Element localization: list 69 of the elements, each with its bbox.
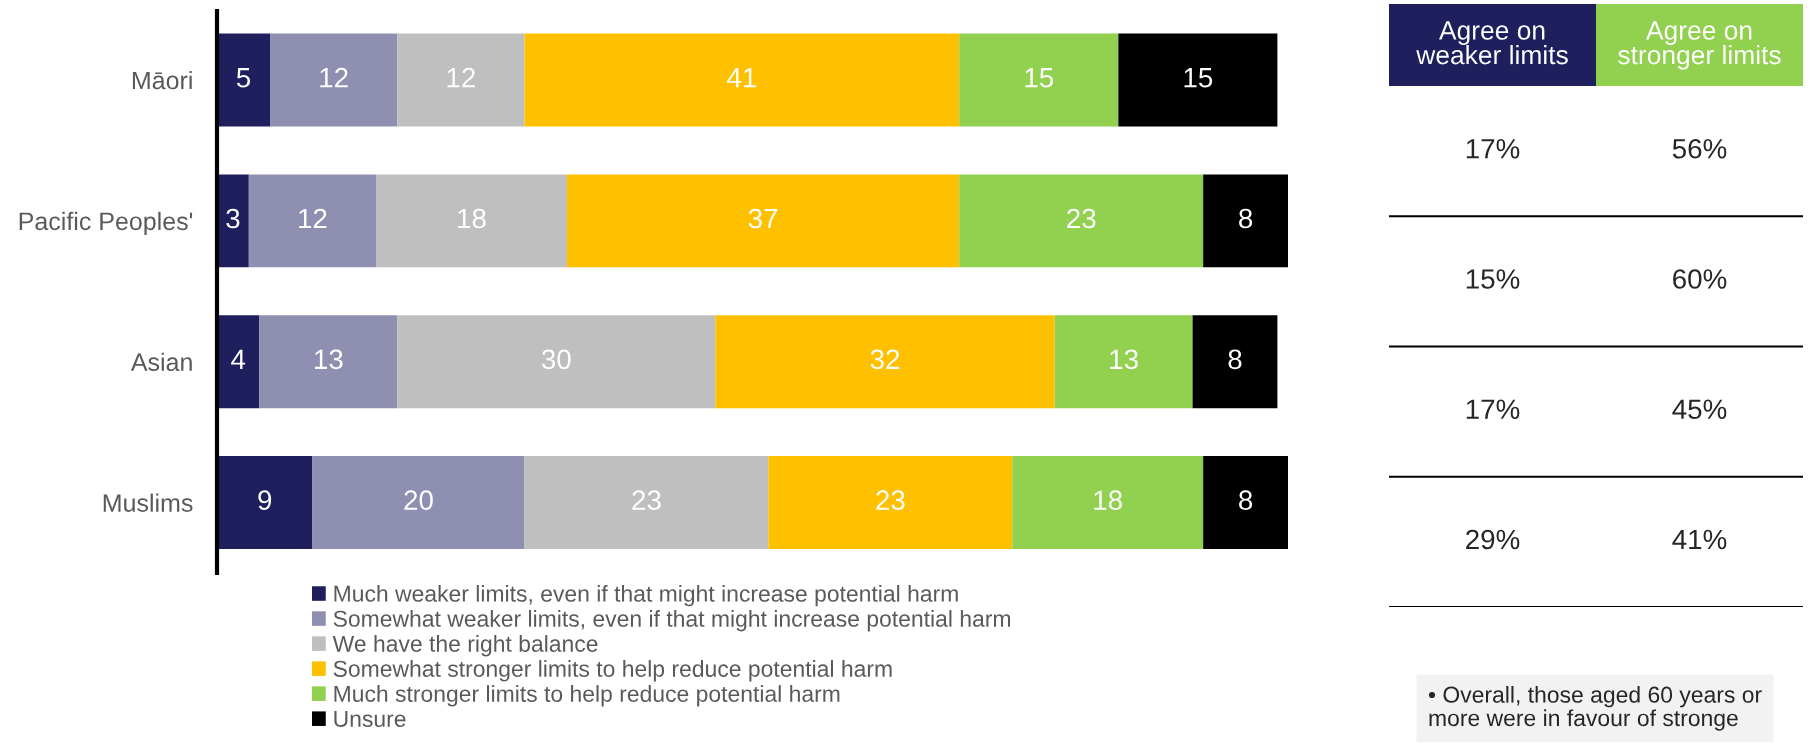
bar <box>715 315 1055 409</box>
bar <box>312 456 525 550</box>
bar <box>217 456 313 550</box>
bar <box>566 174 960 268</box>
legend-label: Somewhat weaker limits, even if that might increase potential harm <box>333 610 1011 632</box>
data-label: 15 <box>1184 68 1213 88</box>
data-label: 12 <box>320 67 348 88</box>
legend-label: Somewhat stronger limits to help reduce potential harm <box>333 660 892 682</box>
data-label: 45% <box>1672 399 1727 420</box>
y-tick-label: Asian <box>130 352 192 372</box>
bar <box>1203 174 1288 268</box>
data-label: 12 <box>299 208 327 229</box>
data-label: 8 <box>1228 349 1242 370</box>
data-label: 41% <box>1672 529 1727 550</box>
data-label: 18 <box>458 208 486 229</box>
data-label: 8 <box>1239 490 1253 511</box>
data-label: 23 <box>632 490 661 511</box>
bar <box>217 174 249 268</box>
data-label: 4 <box>231 349 246 369</box>
legend-label: Much stronger limits to help reduce potential harm <box>334 685 840 707</box>
data-label: 3 <box>226 208 240 229</box>
bar <box>1192 315 1278 409</box>
data-label: 9 <box>258 490 272 511</box>
data-label: 32 <box>870 349 900 370</box>
data-label: 15% <box>1466 269 1520 289</box>
data-label: 13 <box>315 349 343 370</box>
data-label: 20 <box>404 490 433 511</box>
data-label: 8 <box>1239 208 1253 229</box>
data-label: 17% <box>1466 399 1520 419</box>
bar <box>397 315 716 409</box>
bar <box>768 456 1013 550</box>
bar <box>248 174 377 268</box>
text: • Overall, those aged 60 years or more were in favour of stronge <box>1428 686 1762 731</box>
bar <box>1118 33 1278 127</box>
y-tick-label: Pacific Peoples' <box>19 211 193 236</box>
legend-label: Much weaker limits, even if that might increase potential harm <box>334 585 958 607</box>
data-label: 15 <box>1025 68 1054 88</box>
bar <box>1203 456 1288 550</box>
bar <box>270 33 398 127</box>
category-label: Agree on stronger limits <box>1618 21 1781 70</box>
data-label: 56% <box>1672 138 1727 159</box>
bar <box>524 33 960 127</box>
data-label: 37 <box>748 208 778 229</box>
bar <box>376 174 567 268</box>
legend-label: We have the right balance <box>332 635 598 657</box>
data-label: 23 <box>1067 208 1096 229</box>
bar <box>959 174 1204 268</box>
bar <box>217 33 271 127</box>
bar <box>524 456 769 550</box>
y-tick-label: Muslims <box>103 493 193 512</box>
data-label: 60% <box>1673 269 1727 289</box>
data-label: 5 <box>236 68 251 88</box>
category-label: Agree on weaker limits <box>1416 21 1568 65</box>
bar <box>397 33 525 127</box>
data-label: 18 <box>1094 490 1122 511</box>
data-label: 13 <box>1110 349 1138 370</box>
data-label: 17% <box>1466 139 1520 159</box>
bar <box>959 33 1119 127</box>
bar <box>259 315 398 409</box>
data-label: 41 <box>727 68 756 88</box>
data-label: 29% <box>1466 529 1520 550</box>
data-label: 23 <box>876 490 905 511</box>
y-tick-label: Māori <box>132 70 192 90</box>
data-label: 12 <box>447 67 475 88</box>
bar <box>217 315 260 409</box>
bar <box>1054 315 1193 409</box>
legend-label: Unsure <box>334 710 406 727</box>
data-label: 30 <box>541 349 571 370</box>
bar <box>1012 456 1204 550</box>
